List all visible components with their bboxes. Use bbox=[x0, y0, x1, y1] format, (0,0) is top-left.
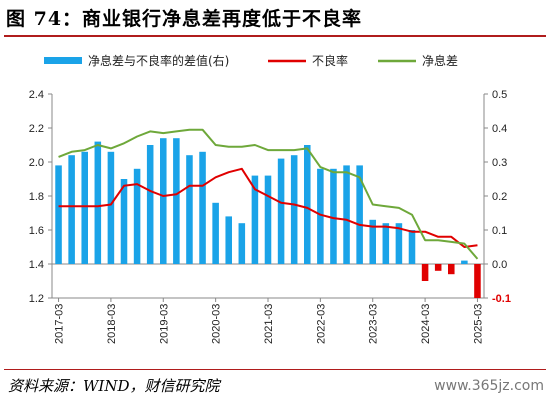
bar-diff bbox=[356, 165, 363, 264]
legend-swatch-diff bbox=[44, 57, 82, 64]
y-left-tick-label: 2.0 bbox=[29, 157, 44, 169]
bar-diff bbox=[448, 264, 455, 275]
bar-diff bbox=[330, 168, 337, 264]
bar-diff bbox=[290, 155, 298, 264]
x-tick-label: 2023-03 bbox=[368, 304, 380, 344]
bar-diff bbox=[212, 202, 219, 264]
bar-diff bbox=[408, 230, 416, 264]
x-tick-label: 2019-03 bbox=[158, 304, 170, 344]
bar-diff bbox=[146, 145, 154, 264]
y-right-tick-label: 0.1 bbox=[492, 225, 507, 237]
bar-diff bbox=[199, 151, 206, 264]
bar-diff bbox=[55, 165, 62, 264]
x-tick-label: 2020-03 bbox=[211, 304, 223, 344]
bar-diff bbox=[107, 151, 115, 264]
bar-diff bbox=[68, 155, 75, 264]
bar-diff bbox=[160, 138, 167, 264]
x-tick-label: 2021-03 bbox=[263, 304, 275, 344]
x-tick-label: 2022-03 bbox=[315, 304, 327, 344]
bar-diff bbox=[369, 219, 376, 264]
watermark: www.365jz.com bbox=[434, 378, 544, 394]
bar-diff bbox=[238, 223, 246, 264]
bar-diff bbox=[317, 168, 324, 264]
bar-diff bbox=[251, 175, 259, 264]
x-tick-label: 2017-03 bbox=[54, 304, 66, 344]
title-divider bbox=[4, 35, 546, 37]
legend-label-diff: 净息差与不良率的差值(右) bbox=[88, 53, 229, 68]
bar-diff bbox=[395, 223, 403, 264]
y-right-tick-label: 0.0 bbox=[492, 259, 507, 271]
line-nim bbox=[58, 128, 479, 260]
bar-diff bbox=[264, 175, 272, 264]
bar-diff bbox=[421, 264, 429, 281]
legend: 净息差与不良率的差值(右) 不良率 净息差 bbox=[44, 53, 458, 68]
figure-title: 图 74：商业银行净息差再度低于不良率 bbox=[6, 8, 363, 30]
y-left-tick-label: 2.4 bbox=[29, 89, 44, 101]
bar-diff bbox=[173, 138, 180, 264]
x-tick-label: 2025-03 bbox=[472, 304, 484, 344]
bar-diff bbox=[81, 151, 88, 264]
bar-diff bbox=[277, 158, 285, 264]
x-tick-label: 2024-03 bbox=[420, 304, 432, 344]
bar-diff bbox=[343, 165, 350, 264]
y-left-tick-label: 2.2 bbox=[29, 123, 44, 135]
legend-label-nim: 净息差 bbox=[422, 53, 458, 68]
source-divider bbox=[4, 369, 546, 370]
bar-diff bbox=[120, 179, 128, 264]
bar-diff bbox=[186, 155, 193, 264]
bar-diff bbox=[474, 264, 481, 298]
y-left-tick-label: 1.6 bbox=[29, 225, 44, 237]
y-right-tick-label: -0.1 bbox=[492, 293, 511, 305]
bar-diff bbox=[304, 145, 311, 264]
source-note: 资料来源：WIND，财信研究院 bbox=[8, 377, 220, 395]
bar-diff bbox=[461, 260, 468, 264]
y-left-tick-label: 1.8 bbox=[29, 191, 44, 203]
y-left-tick-label: 1.4 bbox=[29, 259, 44, 271]
chart: 净息差与不良率的差值(右) 不良率 净息差 1.2 1.4 1.6 1.8 2.0 2.2… bbox=[29, 53, 511, 344]
bar-diff bbox=[94, 141, 102, 264]
y-left-tick-label: 1.2 bbox=[29, 293, 44, 305]
plot-area: 1.2 1.4 1.6 1.8 2.0 2.2 2.4 -0.1 0.0 0.1 0.2 0.3 0.4… bbox=[29, 89, 511, 344]
bar-diff bbox=[133, 168, 141, 264]
y-right-tick-label: 0.5 bbox=[492, 89, 507, 101]
y-right-tick-label: 0.2 bbox=[492, 191, 507, 203]
y-right-tick-label: 0.3 bbox=[492, 157, 507, 169]
line-npl bbox=[58, 167, 478, 248]
y-right-tick-label: 0.4 bbox=[492, 123, 507, 135]
bar-diff bbox=[225, 216, 232, 264]
x-tick-label: 2018-03 bbox=[106, 304, 118, 344]
bar-diff bbox=[434, 264, 442, 271]
legend-label-npl: 不良率 bbox=[312, 53, 348, 68]
bar-diff bbox=[382, 223, 390, 264]
